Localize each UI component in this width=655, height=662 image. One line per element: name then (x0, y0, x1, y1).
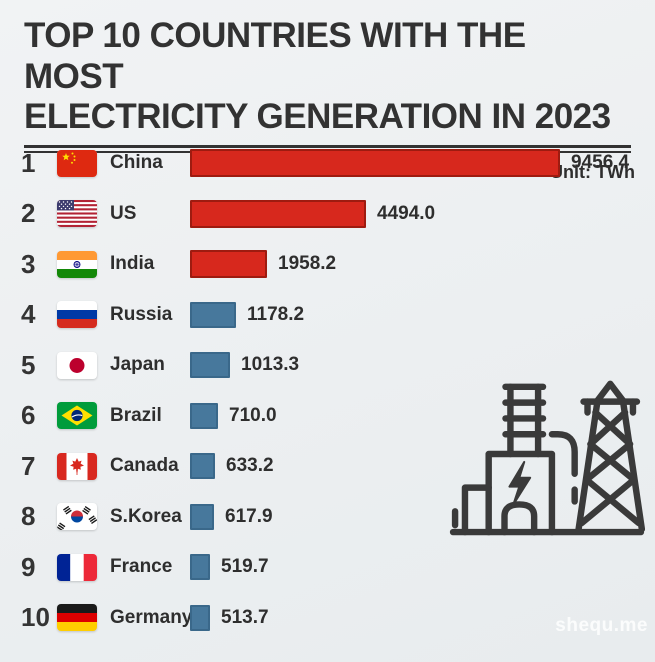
value-bar (190, 402, 218, 429)
country-label: Germany (110, 606, 193, 628)
value-label: 519.7 (221, 556, 269, 578)
bar-chart: 1 China 9456.4 2 US 4494.0 3 India 1958.… (0, 138, 655, 643)
chart-row: 8 S.Korea 617.9 (0, 492, 655, 543)
brazil-flag-icon (57, 402, 97, 430)
value-bar (190, 453, 215, 480)
rank-label: 8 (21, 501, 36, 532)
canada-flag-icon (57, 452, 97, 480)
watermark: shequ.me (555, 615, 648, 636)
lightning-bolt-icon (508, 460, 532, 506)
value-label: 633.2 (226, 455, 274, 477)
russia-flag-icon (57, 301, 97, 329)
value-bar (190, 352, 230, 379)
japan-flag-icon (57, 351, 97, 379)
chart-row: 5 Japan 1013.3 (0, 340, 655, 391)
india-flag-icon (57, 250, 97, 278)
country-label: Brazil (110, 404, 162, 426)
country-label: France (110, 556, 173, 578)
page-title: TOP 10 COUNTRIES WITH THE MOST ELECTRICI… (0, 0, 655, 138)
rank-label: 5 (21, 349, 36, 380)
value-bar (190, 199, 366, 228)
chart-row: 1 China 9456.4 (0, 138, 655, 189)
rank-label: 1 (21, 147, 36, 178)
country-label: China (110, 152, 163, 174)
rank-label: 2 (21, 198, 36, 229)
china-flag-icon (57, 149, 97, 177)
value-bar (190, 250, 267, 279)
value-label: 710.0 (229, 404, 277, 426)
country-label: Japan (110, 354, 165, 376)
value-label: 4494.0 (377, 202, 436, 224)
chart-row: 2 US 4494.0 (0, 189, 655, 240)
value-label: 1958.2 (278, 253, 337, 275)
rank-label: 3 (21, 248, 36, 279)
country-label: S.Korea (110, 505, 182, 527)
rank-label: 7 (21, 450, 36, 481)
title-line-2: ELECTRICITY GENERATION IN 2023 (24, 97, 611, 137)
rank-label: 10 (21, 602, 50, 633)
germany-flag-icon (57, 604, 97, 632)
us-flag-icon (57, 200, 97, 228)
value-bar (190, 554, 210, 581)
value-label: 513.7 (221, 606, 269, 628)
power-plant-icon (449, 380, 645, 536)
france-flag-icon (57, 553, 97, 581)
rank-label: 4 (21, 299, 36, 330)
chart-row: 4 Russia 1178.2 (0, 290, 655, 341)
title-line-1: TOP 10 COUNTRIES WITH THE MOST (24, 16, 526, 96)
value-bar (190, 301, 236, 328)
chart-row: 7 Canada 633.2 (0, 441, 655, 492)
country-label: US (110, 202, 137, 224)
value-bar (190, 149, 560, 178)
value-label: 1013.3 (241, 354, 300, 376)
value-label: 617.9 (225, 505, 273, 527)
country-label: Canada (110, 455, 179, 477)
rank-label: 9 (21, 551, 36, 582)
underline-thick (24, 144, 631, 148)
skorea-flag-icon (57, 503, 97, 531)
value-label: 9456.4 (571, 152, 630, 174)
value-bar (190, 604, 210, 631)
chart-row: 10 Germany 513.7 (0, 593, 655, 644)
unit-label: Unit: TWh (550, 161, 635, 182)
rank-label: 6 (21, 400, 36, 431)
value-label: 1178.2 (247, 303, 305, 325)
chart-row: 6 Brazil 710.0 (0, 391, 655, 442)
chart-row: 9 France 519.7 (0, 542, 655, 593)
chart-row: 3 India 1958.2 (0, 239, 655, 290)
value-bar (190, 503, 214, 530)
country-label: India (110, 253, 155, 275)
country-label: Russia (110, 303, 173, 325)
